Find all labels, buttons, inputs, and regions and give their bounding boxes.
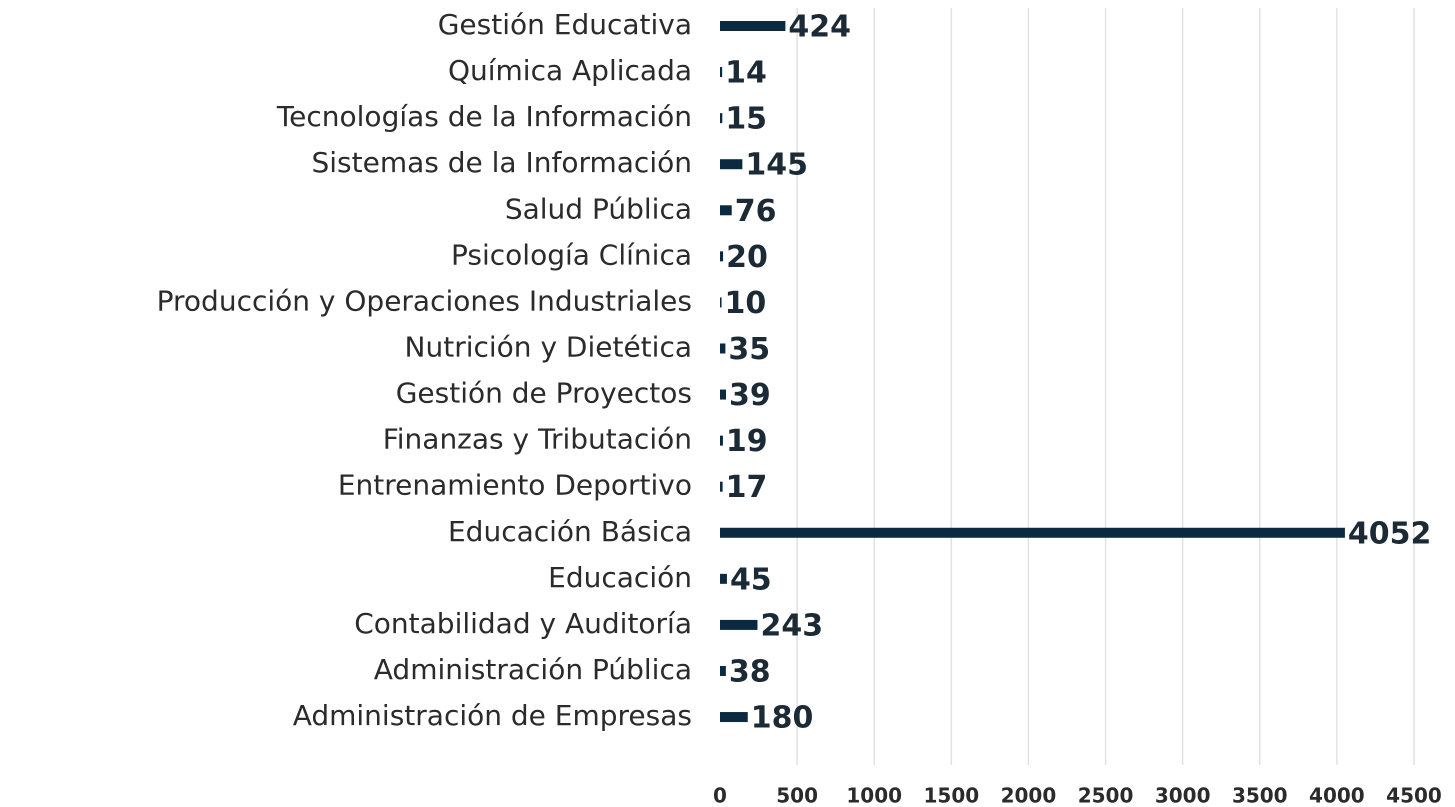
y-tick-label: Entrenamiento Deportivo (338, 469, 692, 502)
value-label: 38 (729, 654, 771, 689)
y-tick-label: Administración de Empresas (293, 699, 692, 732)
value-label: 424 (788, 10, 851, 45)
bar (720, 21, 786, 31)
value-label: 76 (735, 194, 777, 229)
value-label: 35 (728, 332, 770, 367)
bar (720, 573, 727, 584)
y-tick-label: Salud Pública (505, 192, 692, 225)
x-tick-label: 4000 (1309, 784, 1365, 807)
y-tick-label: Tecnologías de la Información (276, 100, 692, 133)
bar (720, 712, 748, 723)
bar (720, 113, 723, 124)
value-label: 180 (751, 701, 814, 736)
y-tick-label: Psicología Clínica (451, 238, 692, 271)
y-tick-label: Producción y Operaciones Industriales (157, 284, 692, 317)
value-label: 4052 (1348, 516, 1432, 551)
y-tick-label: Gestión Educativa (438, 8, 692, 41)
bar (720, 297, 722, 308)
bar (720, 481, 723, 492)
bar (720, 665, 726, 676)
bar (720, 389, 727, 400)
value-label: 14 (725, 56, 767, 91)
value-label: 243 (760, 608, 823, 643)
x-tick-label: 3500 (1232, 784, 1288, 807)
x-tick-label: 1000 (846, 784, 902, 807)
value-label: 145 (745, 148, 808, 183)
y-tick-label: Educación Básica (448, 515, 692, 548)
value-label: 45 (730, 562, 772, 597)
value-label: 10 (725, 286, 767, 321)
y-tick-label: Educación (548, 561, 692, 594)
x-tick-label: 2500 (1078, 784, 1134, 807)
x-tick-label: 500 (776, 784, 818, 807)
y-tick-label: Finanzas y Tributación (383, 423, 692, 456)
x-tick-label: 2000 (1001, 784, 1057, 807)
value-label: 39 (729, 378, 771, 413)
bar (720, 159, 743, 170)
value-label: 19 (726, 424, 768, 459)
x-tick-label: 4500 (1386, 784, 1442, 807)
y-tick-label: Contabilidad y Auditoría (354, 607, 692, 640)
value-label: 15 (725, 102, 767, 137)
bar (720, 619, 758, 630)
y-tick-label: Química Aplicada (448, 54, 692, 87)
x-tick-label: 1500 (923, 784, 979, 807)
y-tick-label: Sistemas de la Información (311, 146, 692, 179)
x-tick-label: 0 (713, 784, 727, 807)
y-tick-label: Administración Pública (374, 653, 692, 686)
bar (720, 435, 723, 446)
bar (720, 251, 724, 262)
value-label: 20 (726, 240, 768, 275)
y-tick-label: Nutrición y Dietética (405, 330, 692, 363)
bar (720, 205, 732, 216)
x-tick-label: 3000 (1155, 784, 1211, 807)
value-label: 17 (726, 470, 768, 505)
bar (720, 67, 723, 78)
bar (720, 527, 1345, 538)
y-tick-label: Gestión de Proyectos (396, 377, 692, 410)
bar (720, 343, 726, 354)
